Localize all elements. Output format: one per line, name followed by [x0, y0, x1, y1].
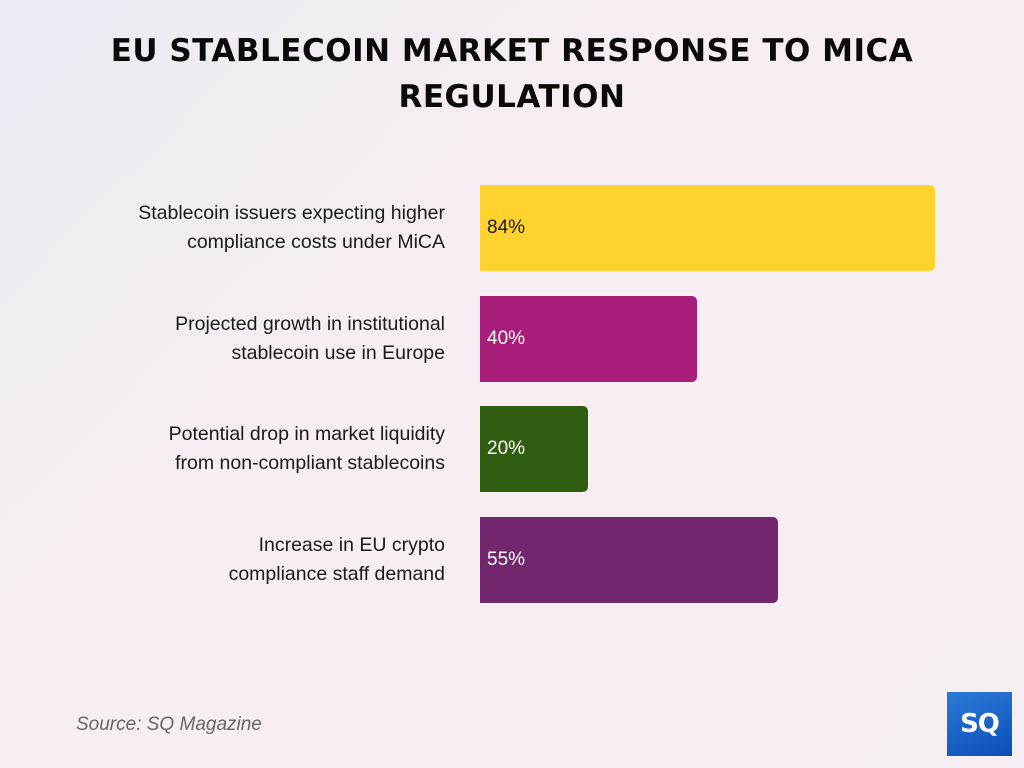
category-label: Potential drop in market liquidity from n… [168, 423, 445, 475]
value-label: 40% [487, 327, 526, 349]
value-label: 55% [487, 549, 526, 571]
title-line-2: REGULATION [398, 79, 626, 115]
bar [480, 517, 779, 604]
value-label: 84% [487, 217, 526, 238]
sq-magazine-logo: SQ [947, 692, 1012, 756]
bar [480, 406, 589, 493]
category-label: Projected growth in institutional stablec… [175, 312, 445, 364]
source-note: Source: SQ Magazine [76, 714, 262, 735]
title-line-1: EU STABLECOIN MARKET RESPONSE TO MICA [110, 33, 914, 69]
value-label: 20% [487, 438, 526, 460]
bar [480, 185, 936, 271]
category-label: Stablecoin issuers expecting higher compl… [138, 202, 445, 253]
bar [480, 295, 697, 382]
chart-title: EU STABLECOIN MARKET RESPONSE TO MICA RE… [0, 28, 1024, 120]
category-label: Increase in EU crypto compliance staff de… [228, 534, 445, 586]
